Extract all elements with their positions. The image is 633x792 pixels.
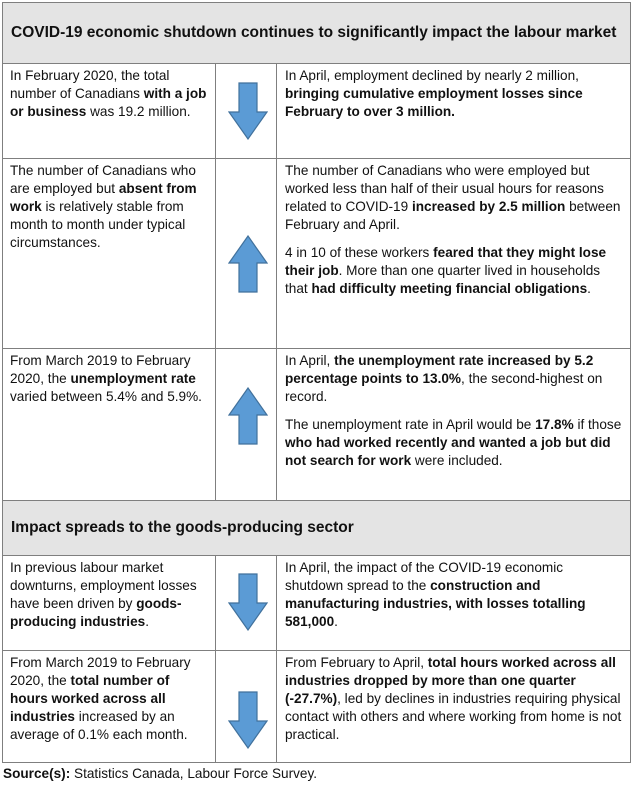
down-arrow-icon (228, 82, 268, 140)
body-text: The unemployment rate in April would be (285, 417, 536, 432)
body-text: In April, (285, 353, 335, 368)
emphasis-text: 17.8% (535, 417, 574, 432)
arrow-cell (215, 349, 277, 500)
emphasis-text: with a job or business (10, 86, 207, 119)
arrow-cell (215, 651, 277, 762)
body-text: . More than one quarter lived in househo… (285, 263, 601, 296)
body-text: In April, employment declined by nearly … (285, 68, 579, 83)
arrow-shape (228, 82, 268, 140)
emphasis-text: absent from work (10, 181, 197, 214)
body-text: was 19.2 million. (86, 104, 191, 119)
emphasis-text: had difficulty meeting financial obligat… (311, 281, 588, 296)
emphasis-text: goods-producing industries (10, 596, 182, 629)
emphasis-text: the unemployment rate increased by 5.2 p… (285, 353, 594, 386)
before-cell: From March 2019 to February 2020, the to… (3, 651, 215, 762)
emphasis-text: feared that they might lose their job (285, 245, 607, 278)
body-text: From March 2019 to February 2020, the (10, 353, 191, 386)
body-text: , the second-highest on record. (285, 371, 603, 404)
after-cell: In April, the unemployment rate increase… (277, 349, 630, 500)
body-text: 4 in 10 of these workers (285, 245, 434, 260)
after-cell: In April, employment declined by nearly … (277, 64, 630, 158)
table-row: From March 2019 to February 2020, the un… (3, 349, 630, 501)
section-header-labour-market: COVID-19 economic shutdown continues to … (3, 3, 630, 64)
before-cell: From March 2019 to February 2020, the un… (3, 349, 215, 500)
body-text: between February and April. (285, 199, 621, 232)
arrow-shape (228, 387, 268, 445)
section-header-goods-producing: Impact spreads to the goods-producing se… (3, 501, 630, 556)
body-text: . (145, 614, 149, 629)
up-arrow-icon (228, 235, 268, 293)
after-cell: In April, the impact of the COVID-19 eco… (277, 556, 630, 650)
arrow-cell (215, 159, 277, 348)
down-arrow-icon (228, 573, 268, 631)
up-arrow-icon (228, 387, 268, 445)
body-text: From March 2019 to February 2020, the (10, 655, 191, 688)
down-arrow-icon (228, 691, 268, 749)
emphasis-text: construction and manufacturing industrie… (285, 578, 586, 629)
body-text: were included. (411, 453, 503, 468)
body-text: varied between 5.4% and 5.9%. (10, 389, 202, 404)
after-cell: The number of Canadians who were employe… (277, 159, 630, 348)
emphasis-text: Source(s): (3, 766, 71, 781)
body-text: , led by declines in industries requirin… (285, 691, 622, 742)
body-text: In February 2020, the total number of Ca… (10, 68, 170, 101)
body-text: . (334, 614, 338, 629)
body-text: Statistics Canada, Labour Force Survey. (70, 766, 318, 781)
body-text: is relatively stable from month to month… (10, 199, 186, 250)
table-row: The number of Canadians who are employed… (3, 159, 630, 349)
source-note: Source(s): Statistics Canada, Labour For… (3, 766, 317, 781)
before-cell: The number of Canadians who are employed… (3, 159, 215, 348)
table-row: In February 2020, the total number of Ca… (3, 64, 630, 159)
section-title: COVID-19 economic shutdown continues to … (11, 24, 617, 41)
emphasis-text: increased by 2.5 million (411, 199, 566, 214)
arrow-shape (228, 691, 268, 749)
body-text: In April, the impact of the COVID-19 eco… (285, 560, 564, 593)
emphasis-text: unemployment rate (70, 371, 196, 386)
labour-market-table: COVID-19 economic shutdown continues to … (2, 2, 631, 763)
arrow-shape (228, 573, 268, 631)
emphasis-text: total hours worked across all industries… (285, 655, 616, 706)
table-row: In previous labour market downturns, emp… (3, 556, 630, 651)
body-text: In previous labour market downturns, emp… (10, 560, 197, 611)
before-cell: In previous labour market downturns, emp… (3, 556, 215, 650)
body-text: The number of Canadians who were employe… (285, 163, 604, 214)
after-cell: From February to April, total hours work… (277, 651, 630, 762)
arrow-cell (215, 64, 277, 158)
emphasis-text: total number of hours worked across all … (10, 673, 170, 724)
body-text: if those (573, 417, 622, 432)
before-cell: In February 2020, the total number of Ca… (3, 64, 215, 158)
arrow-shape (228, 235, 268, 293)
body-text: . (587, 281, 591, 296)
emphasis-text: who had worked recently and wanted a job… (285, 435, 611, 468)
emphasis-text: bringing cumulative employment losses si… (285, 86, 583, 119)
table-row: From March 2019 to February 2020, the to… (3, 651, 630, 762)
body-text: From February to April, (285, 655, 428, 670)
arrow-cell (215, 556, 277, 650)
body-text: The number of Canadians who are employed… (10, 163, 196, 196)
body-text: increased by an average of 0.1% each mon… (10, 709, 188, 742)
section-title: Impact spreads to the goods-producing se… (11, 519, 354, 536)
